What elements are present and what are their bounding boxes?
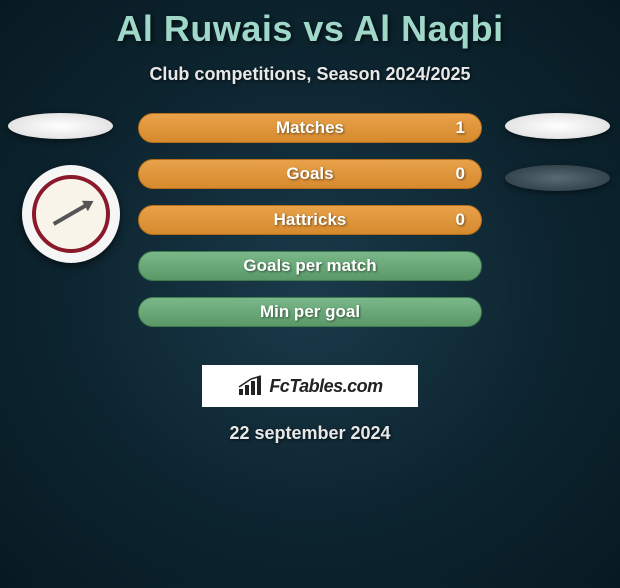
stat-bar-goals: Goals 0 (138, 159, 482, 189)
player-right-marker (505, 113, 610, 139)
stat-label: Hattricks (274, 210, 347, 230)
player-right-shadow (505, 165, 610, 191)
stat-bar-min-per-goal: Min per goal (138, 297, 482, 327)
sword-icon (53, 202, 90, 225)
stat-value: 0 (456, 164, 465, 184)
comparison-arena: Matches 1 Goals 0 Hattricks 0 Goals per … (0, 113, 620, 353)
stat-value: 0 (456, 210, 465, 230)
player-left-marker (8, 113, 113, 139)
stat-label: Min per goal (260, 302, 360, 322)
brand-box[interactable]: FcTables.com (202, 365, 418, 407)
stat-label: Goals per match (243, 256, 376, 276)
stat-value: 1 (456, 118, 465, 138)
stat-bars: Matches 1 Goals 0 Hattricks 0 Goals per … (138, 113, 482, 343)
stat-bar-matches: Matches 1 (138, 113, 482, 143)
stat-bar-goals-per-match: Goals per match (138, 251, 482, 281)
page-title: Al Ruwais vs Al Naqbi (0, 8, 620, 50)
stat-label: Goals (286, 164, 333, 184)
footer-date: 22 september 2024 (0, 423, 620, 444)
brand-text: FcTables.com (269, 376, 382, 397)
stat-bar-hattricks: Hattricks 0 (138, 205, 482, 235)
stat-label: Matches (276, 118, 344, 138)
bar-chart-icon (237, 375, 265, 397)
page-subtitle: Club competitions, Season 2024/2025 (0, 64, 620, 85)
club-badge-left (22, 165, 120, 263)
club-badge-inner (32, 175, 110, 253)
